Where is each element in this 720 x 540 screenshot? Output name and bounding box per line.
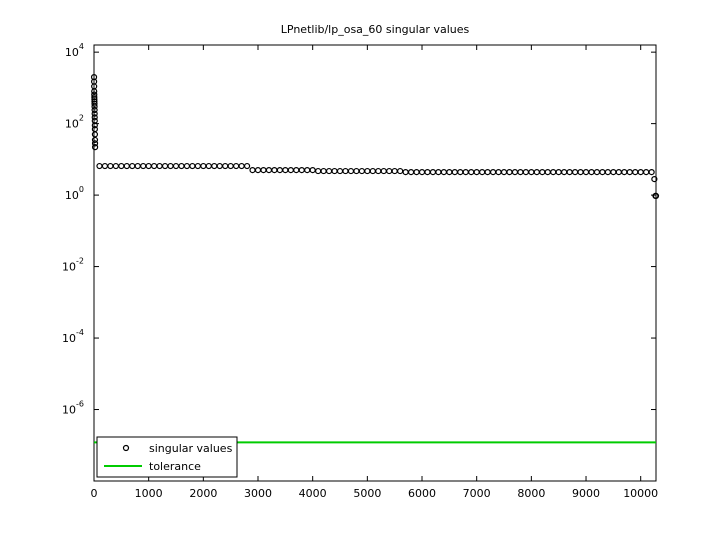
plot-area: [93, 44, 657, 482]
legend-marker: [122, 444, 130, 452]
data-point: [648, 169, 655, 176]
y-tick-label: 10-4: [62, 328, 84, 345]
x-tick-label: 2000: [189, 487, 217, 500]
x-tick-label: 5000: [353, 487, 381, 500]
data-point: [91, 100, 98, 107]
chart-title: LPnetlib/lp_osa_60 singular values: [281, 23, 470, 36]
data-point: [243, 162, 251, 170]
x-tick-label: 3000: [244, 487, 272, 500]
x-tick-label: 9000: [572, 487, 600, 500]
x-tick-label: 0: [91, 487, 98, 500]
x-tick-label: 6000: [408, 487, 436, 500]
data-point: [91, 114, 98, 121]
data-point: [309, 167, 316, 174]
y-tick-label: 10-2: [62, 257, 84, 274]
data-point: [91, 122, 98, 129]
data-point: [91, 88, 98, 95]
legend-box: [96, 436, 238, 478]
y-tick-label: 100: [65, 185, 84, 202]
x-tick-label: 10000: [623, 487, 658, 500]
x-tick-label: 8000: [517, 487, 545, 500]
y-tick-label: 102: [65, 114, 84, 131]
data-point: [91, 140, 99, 147]
data-point: [652, 192, 660, 199]
legend-label: tolerance: [149, 460, 201, 473]
data-point: [91, 110, 98, 117]
data-point: [91, 144, 99, 151]
data-point: [397, 167, 404, 175]
data-point: [91, 136, 99, 144]
legend-label: singular values: [149, 442, 233, 455]
x-tick-label: 4000: [299, 487, 327, 500]
data-point: [91, 106, 98, 114]
x-tick-label: 1000: [135, 487, 163, 500]
x-tick-label: 7000: [463, 487, 491, 500]
data-point: [651, 176, 658, 183]
y-tick-label: 10-6: [62, 400, 84, 417]
data-point: [91, 94, 98, 101]
y-tick-label: 104: [65, 42, 84, 59]
data-point: [91, 103, 98, 110]
